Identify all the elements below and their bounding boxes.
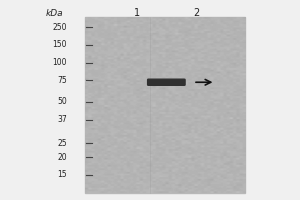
- Text: 20: 20: [57, 153, 67, 162]
- Text: 50: 50: [57, 97, 67, 106]
- Text: 100: 100: [52, 58, 67, 67]
- Text: 250: 250: [52, 23, 67, 32]
- Text: 25: 25: [57, 139, 67, 148]
- Text: 2: 2: [193, 8, 199, 18]
- Text: 37: 37: [57, 115, 67, 124]
- Text: 15: 15: [57, 170, 67, 179]
- Text: 1: 1: [134, 8, 140, 18]
- Text: kDa: kDa: [46, 9, 64, 18]
- Text: 150: 150: [52, 40, 67, 49]
- Text: 75: 75: [57, 76, 67, 85]
- Bar: [85, 17, 245, 193]
- FancyBboxPatch shape: [148, 79, 185, 85]
